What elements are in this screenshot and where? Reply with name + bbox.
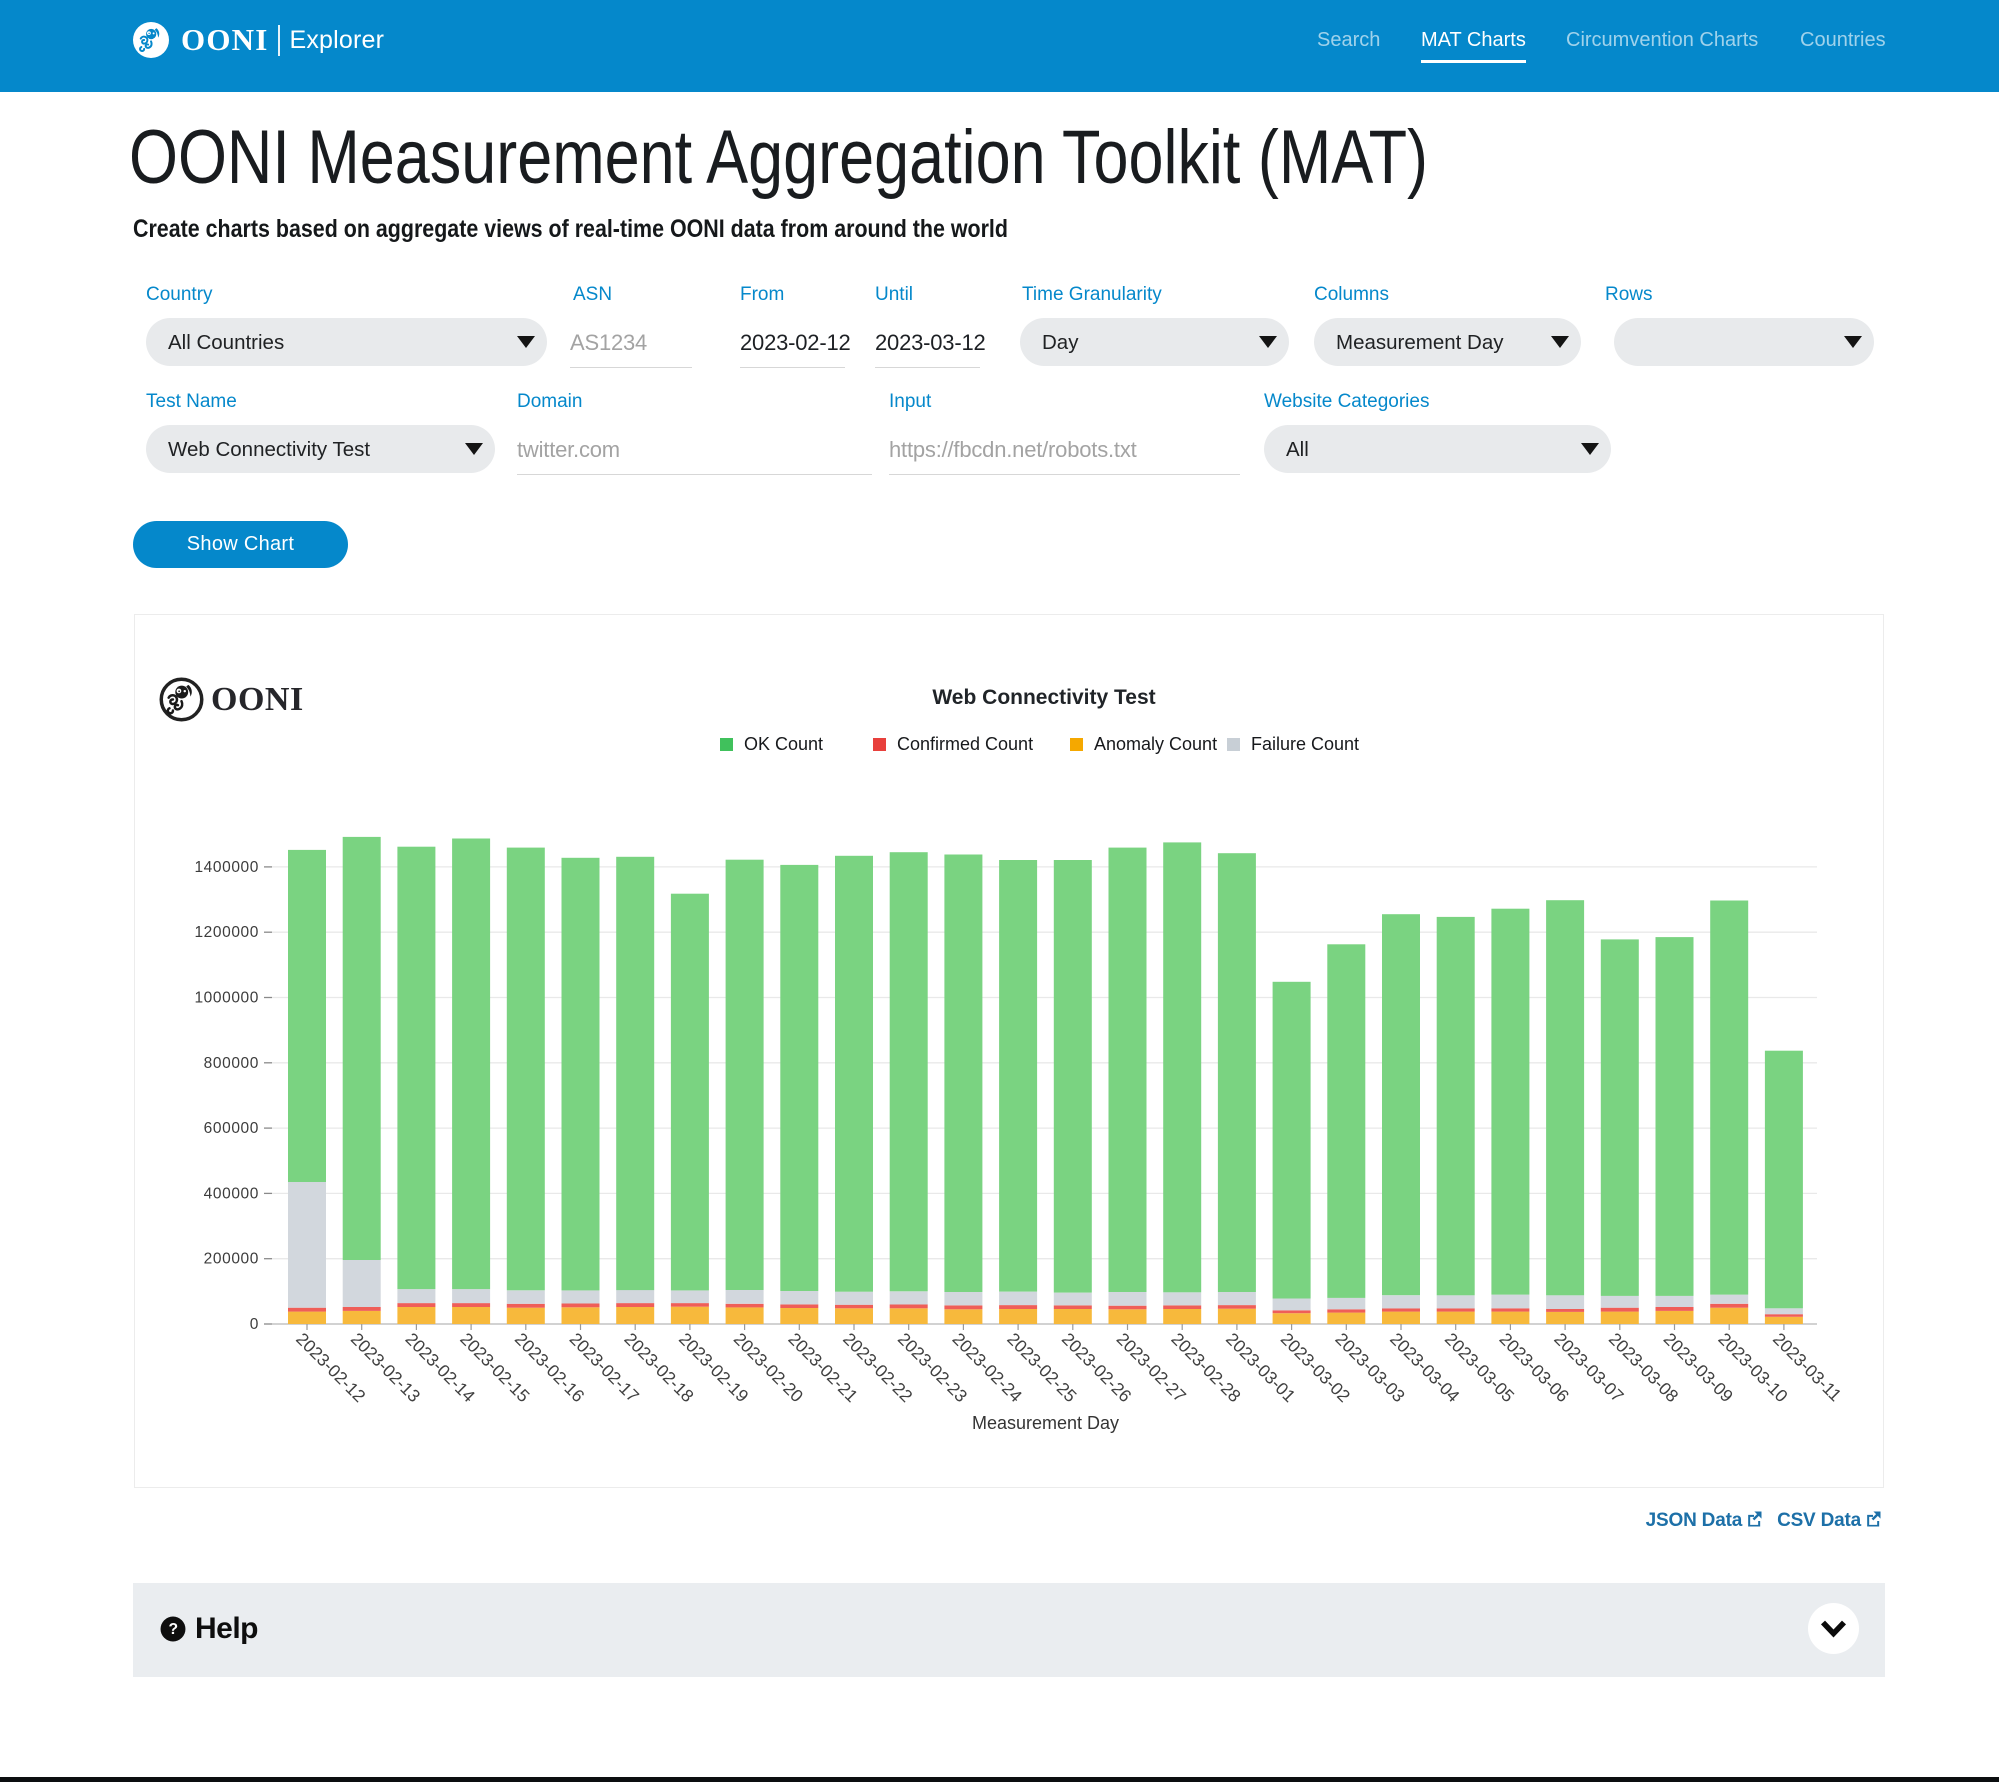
- svg-text:400000: 400000: [204, 1185, 259, 1202]
- svg-text:1200000: 1200000: [194, 924, 259, 941]
- svg-text:200000: 200000: [204, 1251, 259, 1268]
- svg-text:600000: 600000: [204, 1120, 259, 1137]
- svg-text:800000: 800000: [204, 1055, 259, 1072]
- svg-text:1400000: 1400000: [194, 859, 259, 876]
- svg-text:?: ?: [168, 1621, 177, 1638]
- svg-text:1000000: 1000000: [194, 990, 259, 1007]
- svg-text:Measurement Day: Measurement Day: [972, 1413, 1119, 1433]
- svg-text:0: 0: [250, 1316, 259, 1333]
